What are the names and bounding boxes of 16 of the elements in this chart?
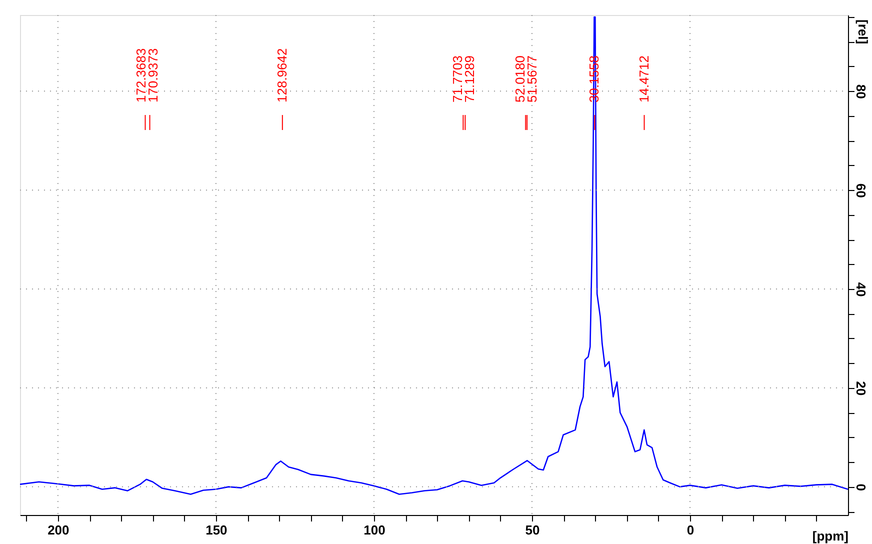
y-tick-label: 60: [854, 183, 868, 198]
annotation: 128.9642: [274, 48, 290, 102]
line-series: [20, 16, 848, 495]
x-axis-title: [ppm]: [812, 528, 848, 544]
y-axis-title: [rel]: [856, 20, 870, 44]
x-tick-label: 0: [686, 522, 694, 538]
annotation: 14.4712: [636, 56, 652, 102]
x-tick-label: 150: [206, 522, 228, 538]
y-tick-label: 20: [854, 381, 868, 396]
x-tick-label: 50: [525, 522, 540, 538]
y-tick-label: 0: [854, 484, 868, 491]
x-tick-label: 200: [48, 522, 70, 538]
y-tick-label: 80: [854, 84, 868, 99]
y-tick-label: 40: [854, 282, 868, 297]
annotation: 30.1558: [586, 56, 602, 102]
x-tick-label: 100: [364, 522, 386, 538]
